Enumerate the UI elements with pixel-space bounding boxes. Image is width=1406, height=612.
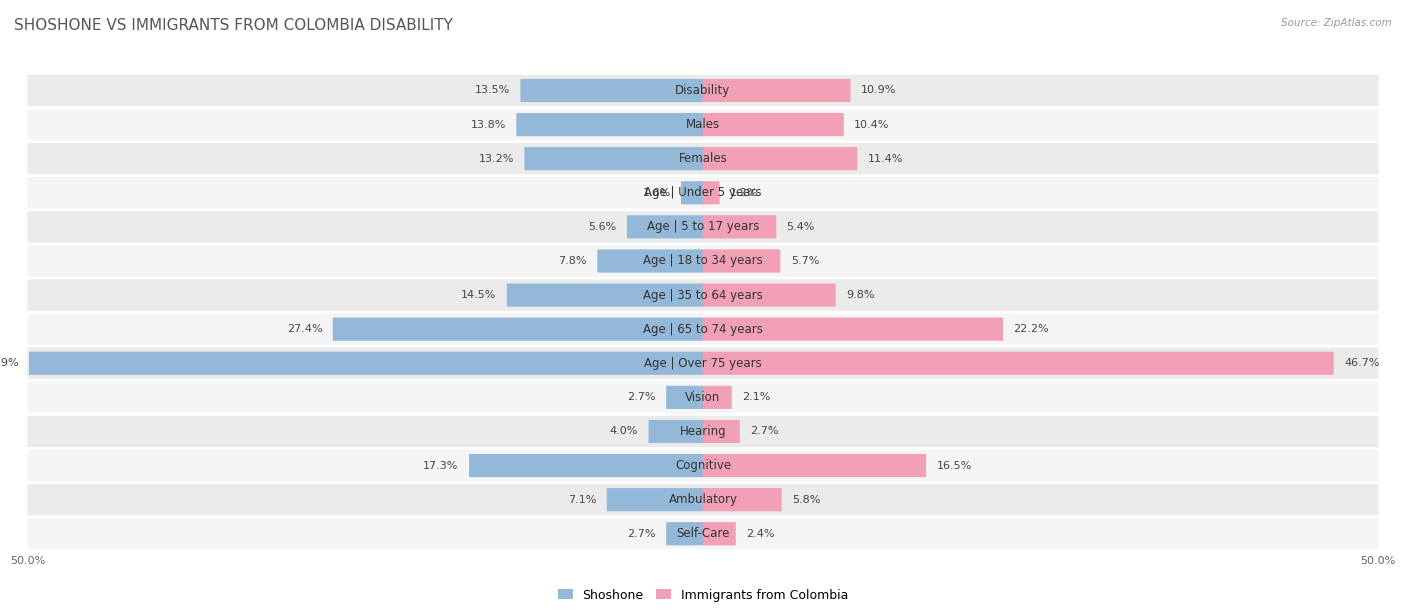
FancyBboxPatch shape	[598, 249, 703, 272]
FancyBboxPatch shape	[508, 283, 703, 307]
Text: 10.9%: 10.9%	[860, 86, 896, 95]
FancyBboxPatch shape	[703, 420, 740, 443]
FancyBboxPatch shape	[703, 318, 1002, 341]
FancyBboxPatch shape	[703, 352, 1334, 375]
Text: Self-Care: Self-Care	[676, 528, 730, 540]
Text: 4.0%: 4.0%	[610, 427, 638, 436]
FancyBboxPatch shape	[703, 215, 776, 239]
Text: 5.6%: 5.6%	[588, 222, 617, 232]
Text: 2.7%: 2.7%	[627, 392, 655, 402]
FancyBboxPatch shape	[27, 211, 1379, 242]
Text: Disability: Disability	[675, 84, 731, 97]
FancyBboxPatch shape	[524, 147, 703, 170]
Text: 2.7%: 2.7%	[751, 427, 779, 436]
Text: Ambulatory: Ambulatory	[668, 493, 738, 506]
Legend: Shoshone, Immigrants from Colombia: Shoshone, Immigrants from Colombia	[553, 584, 853, 606]
Text: 5.4%: 5.4%	[787, 222, 815, 232]
Text: Age | 35 to 64 years: Age | 35 to 64 years	[643, 289, 763, 302]
FancyBboxPatch shape	[27, 484, 1379, 515]
Text: Source: ZipAtlas.com: Source: ZipAtlas.com	[1281, 18, 1392, 28]
Text: 2.1%: 2.1%	[742, 392, 770, 402]
Text: Age | 18 to 34 years: Age | 18 to 34 years	[643, 255, 763, 267]
FancyBboxPatch shape	[607, 488, 703, 511]
FancyBboxPatch shape	[703, 488, 782, 511]
Text: Hearing: Hearing	[679, 425, 727, 438]
Text: 7.1%: 7.1%	[568, 494, 596, 505]
FancyBboxPatch shape	[703, 249, 780, 272]
FancyBboxPatch shape	[470, 454, 703, 477]
Text: 9.8%: 9.8%	[846, 290, 875, 300]
FancyBboxPatch shape	[27, 143, 1379, 174]
Text: 46.7%: 46.7%	[1344, 358, 1379, 368]
FancyBboxPatch shape	[703, 147, 858, 170]
FancyBboxPatch shape	[333, 318, 703, 341]
Text: 16.5%: 16.5%	[936, 461, 972, 471]
FancyBboxPatch shape	[27, 177, 1379, 209]
FancyBboxPatch shape	[666, 522, 703, 545]
Text: 2.4%: 2.4%	[747, 529, 775, 539]
FancyBboxPatch shape	[627, 215, 703, 239]
Text: Cognitive: Cognitive	[675, 459, 731, 472]
FancyBboxPatch shape	[27, 280, 1379, 311]
FancyBboxPatch shape	[516, 113, 703, 136]
FancyBboxPatch shape	[27, 382, 1379, 413]
Text: SHOSHONE VS IMMIGRANTS FROM COLOMBIA DISABILITY: SHOSHONE VS IMMIGRANTS FROM COLOMBIA DIS…	[14, 18, 453, 34]
Text: 14.5%: 14.5%	[461, 290, 496, 300]
Text: 13.5%: 13.5%	[475, 86, 510, 95]
Text: 49.9%: 49.9%	[0, 358, 18, 368]
FancyBboxPatch shape	[30, 352, 703, 375]
Text: Females: Females	[679, 152, 727, 165]
Text: Age | 65 to 74 years: Age | 65 to 74 years	[643, 323, 763, 335]
FancyBboxPatch shape	[27, 109, 1379, 140]
Text: 5.7%: 5.7%	[790, 256, 820, 266]
Text: 17.3%: 17.3%	[423, 461, 458, 471]
FancyBboxPatch shape	[27, 348, 1379, 379]
Text: Males: Males	[686, 118, 720, 131]
FancyBboxPatch shape	[27, 416, 1379, 447]
Text: 2.7%: 2.7%	[627, 529, 655, 539]
FancyBboxPatch shape	[27, 245, 1379, 277]
Text: Age | 5 to 17 years: Age | 5 to 17 years	[647, 220, 759, 233]
Text: 13.8%: 13.8%	[471, 119, 506, 130]
Text: 27.4%: 27.4%	[287, 324, 322, 334]
FancyBboxPatch shape	[703, 283, 835, 307]
FancyBboxPatch shape	[27, 313, 1379, 345]
FancyBboxPatch shape	[27, 75, 1379, 106]
Text: Vision: Vision	[685, 391, 721, 404]
FancyBboxPatch shape	[681, 181, 703, 204]
FancyBboxPatch shape	[27, 518, 1379, 550]
FancyBboxPatch shape	[703, 522, 735, 545]
Text: 10.4%: 10.4%	[855, 119, 890, 130]
Text: 1.6%: 1.6%	[643, 188, 671, 198]
FancyBboxPatch shape	[27, 450, 1379, 481]
FancyBboxPatch shape	[703, 181, 720, 204]
Text: 11.4%: 11.4%	[868, 154, 903, 163]
Text: 7.8%: 7.8%	[558, 256, 586, 266]
Text: Age | Over 75 years: Age | Over 75 years	[644, 357, 762, 370]
FancyBboxPatch shape	[703, 454, 927, 477]
Text: Age | Under 5 years: Age | Under 5 years	[644, 186, 762, 200]
FancyBboxPatch shape	[703, 79, 851, 102]
Text: 13.2%: 13.2%	[478, 154, 515, 163]
Text: 22.2%: 22.2%	[1014, 324, 1049, 334]
Text: 5.8%: 5.8%	[792, 494, 821, 505]
FancyBboxPatch shape	[520, 79, 703, 102]
Text: 1.2%: 1.2%	[730, 188, 758, 198]
FancyBboxPatch shape	[666, 386, 703, 409]
FancyBboxPatch shape	[703, 386, 731, 409]
FancyBboxPatch shape	[703, 113, 844, 136]
FancyBboxPatch shape	[648, 420, 703, 443]
